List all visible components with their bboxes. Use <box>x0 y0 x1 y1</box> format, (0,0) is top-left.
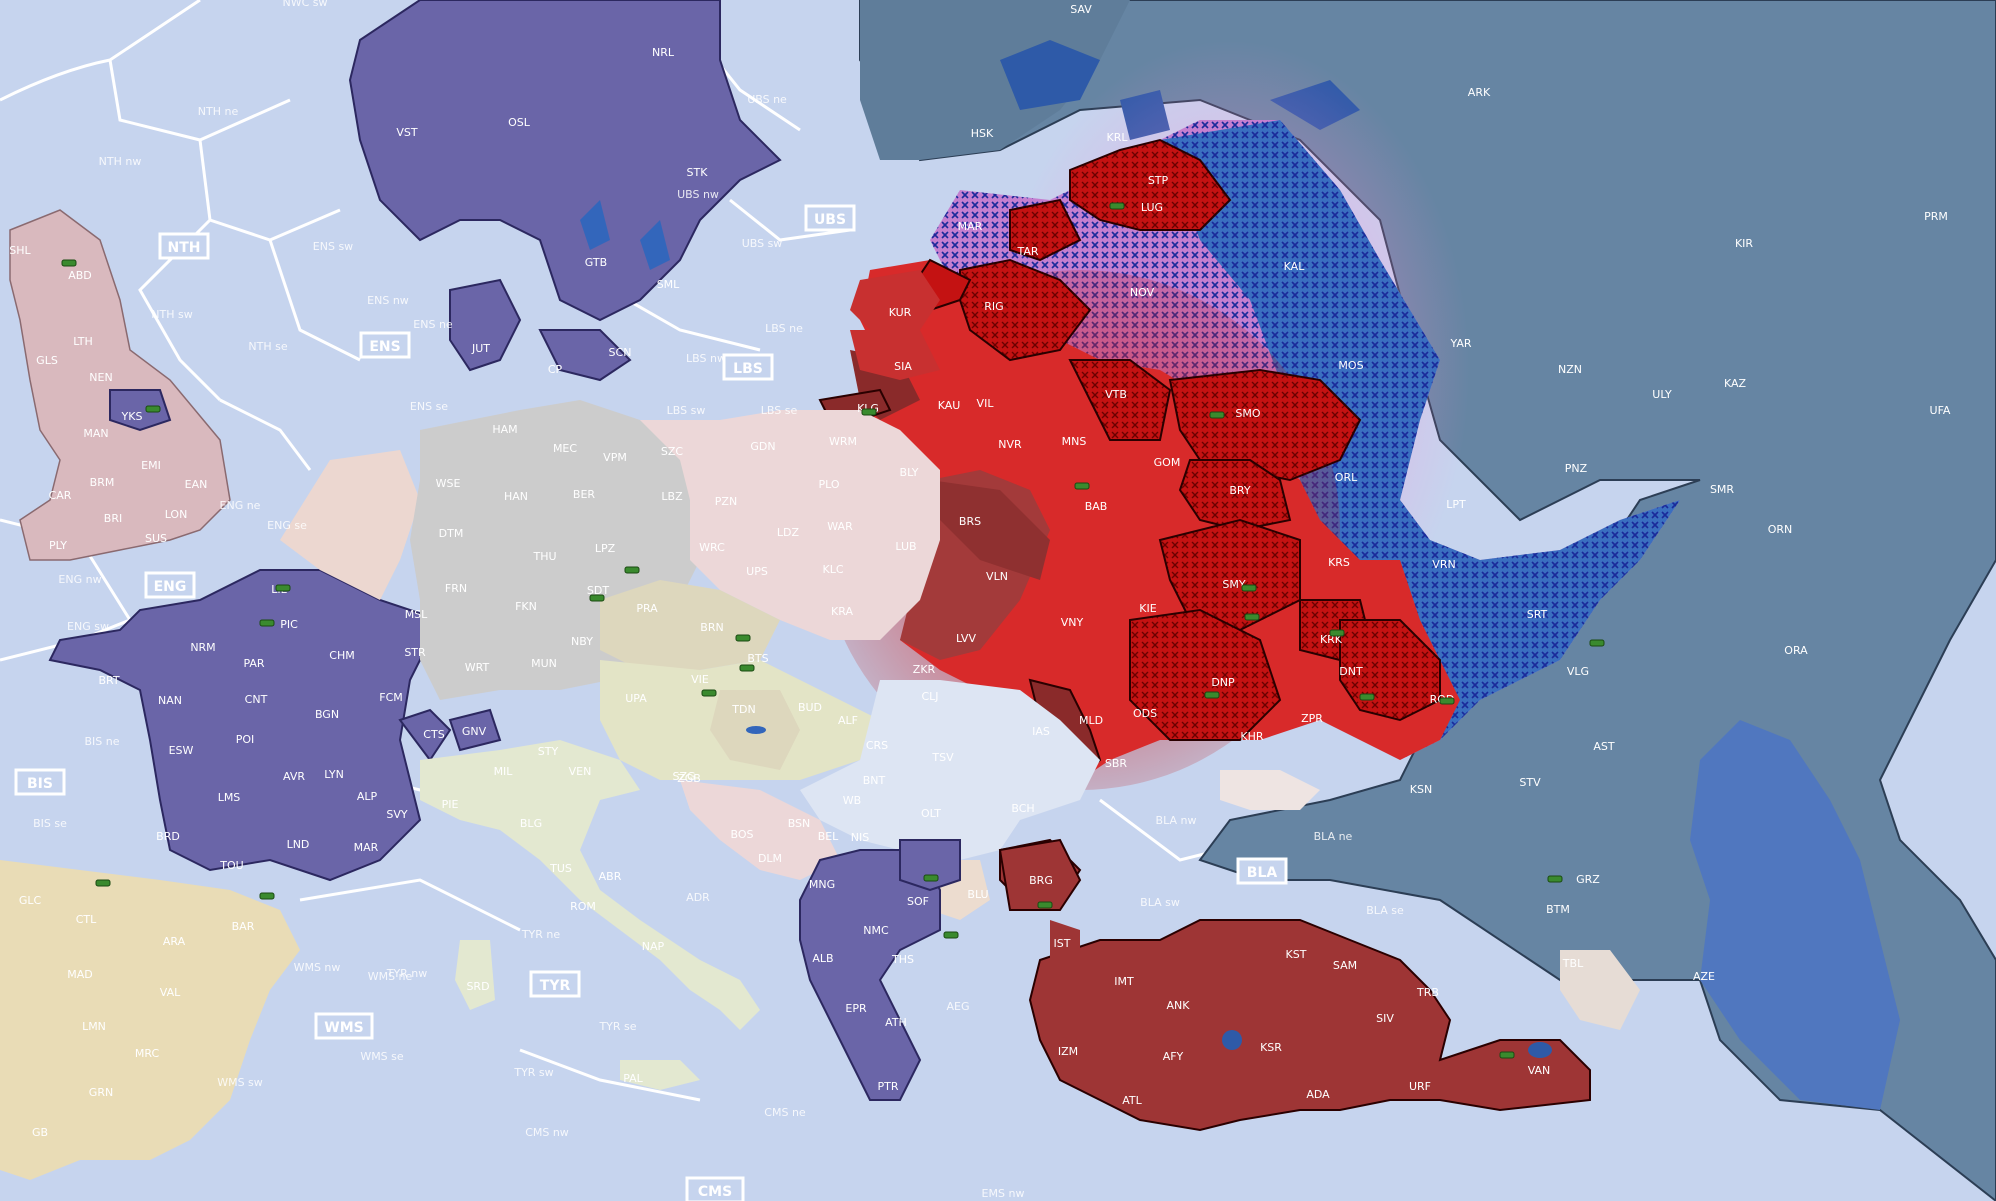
army-unit-icon[interactable] <box>923 874 939 882</box>
army-unit-icon[interactable] <box>1109 202 1125 210</box>
bulgaria-region <box>998 838 1082 911</box>
svg-text:CMS: CMS <box>698 1184 732 1200</box>
army-unit-icon[interactable] <box>735 634 751 642</box>
svg-text:BLA: BLA <box>1247 865 1278 881</box>
scandinavia-lakes <box>580 200 670 270</box>
svg-text:ENS: ENS <box>369 339 400 355</box>
army-unit-icon[interactable] <box>95 879 111 887</box>
britain-territory[interactable] <box>9 209 231 561</box>
scandinavia-territory[interactable] <box>348 0 782 382</box>
army-unit-icon[interactable] <box>1547 875 1563 883</box>
sea-zone-bis[interactable]: BIS <box>14 768 66 796</box>
army-markers[interactable] <box>61 202 1605 1059</box>
svg-text:LBS: LBS <box>733 361 763 377</box>
sea-zone-ens[interactable]: ENS <box>359 331 411 359</box>
army-unit-icon[interactable] <box>1589 639 1605 647</box>
army-unit-icon[interactable] <box>259 619 275 627</box>
svg-text:WMS: WMS <box>324 1020 363 1036</box>
army-unit-icon[interactable] <box>943 931 959 939</box>
army-unit-icon[interactable] <box>145 405 161 413</box>
army-unit-icon[interactable] <box>1329 629 1345 637</box>
crimea <box>1220 770 1320 810</box>
sea-zone-lbs[interactable]: LBS <box>722 353 774 381</box>
army-unit-icon[interactable] <box>1244 613 1260 621</box>
svg-text:NTH: NTH <box>168 240 201 256</box>
army-unit-icon[interactable] <box>1499 1051 1515 1059</box>
turkey-lake <box>1222 1030 1552 1058</box>
sea-zone-ubs[interactable]: UBS <box>804 204 856 232</box>
benelux-territory[interactable] <box>280 450 420 600</box>
czech-territory[interactable] <box>600 580 780 670</box>
army-unit-icon[interactable] <box>861 408 877 416</box>
sea-zone-boxes[interactable]: NTH ENS ENG BIS UBS LBS BLA TYR WMS CMS <box>14 204 1288 1201</box>
army-unit-icon[interactable] <box>739 664 755 672</box>
sea-zone-eng[interactable]: ENG <box>144 571 196 599</box>
caucasus-neutral <box>1560 950 1640 1030</box>
army-unit-icon[interactable] <box>1037 901 1053 909</box>
army-unit-icon[interactable] <box>275 584 291 592</box>
army-unit-icon[interactable] <box>701 689 717 697</box>
army-unit-icon[interactable] <box>1439 697 1455 705</box>
sea-zone-tyr[interactable]: TYR <box>529 970 581 998</box>
army-unit-icon[interactable] <box>624 566 640 574</box>
red-territory[interactable] <box>818 138 1460 782</box>
army-unit-icon[interactable] <box>1241 584 1257 592</box>
army-unit-icon[interactable] <box>1359 693 1375 701</box>
sea-zone-cms[interactable]: CMS <box>685 1176 745 1201</box>
army-unit-icon[interactable] <box>61 259 77 267</box>
sea-zone-wms[interactable]: WMS <box>314 1012 374 1040</box>
caspian-sea <box>1690 720 1900 1110</box>
army-unit-icon[interactable] <box>259 892 275 900</box>
austria-hungary-territory[interactable] <box>600 660 880 780</box>
svg-text:TYR: TYR <box>540 978 571 994</box>
svg-text:UBS: UBS <box>814 212 846 228</box>
svg-text:BIS: BIS <box>27 776 53 792</box>
poland-territory[interactable] <box>640 410 940 640</box>
svg-text:ENG: ENG <box>154 579 187 595</box>
iberia-territory[interactable] <box>0 860 300 1180</box>
army-unit-icon[interactable] <box>1204 691 1220 699</box>
sea-zone-nth[interactable]: NTH <box>158 232 210 260</box>
army-unit-icon[interactable] <box>589 594 605 602</box>
army-unit-icon[interactable] <box>1074 482 1090 490</box>
italy-territory[interactable] <box>420 740 760 1090</box>
sea-zone-bla[interactable]: BLA <box>1236 857 1288 885</box>
army-unit-icon[interactable] <box>1209 411 1225 419</box>
